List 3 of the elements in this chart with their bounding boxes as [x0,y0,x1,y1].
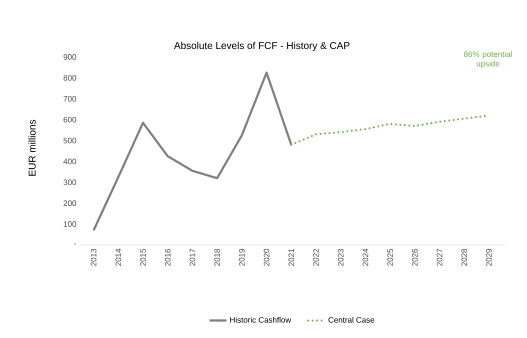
y-axis-title: EUR millions [28,120,36,176]
chart-title: Absolute Levels of FCF - History & CAP [174,42,350,52]
line-series [92,72,292,232]
